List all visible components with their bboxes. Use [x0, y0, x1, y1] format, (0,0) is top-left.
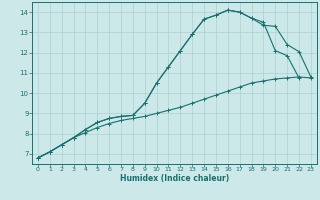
X-axis label: Humidex (Indice chaleur): Humidex (Indice chaleur)	[120, 174, 229, 183]
